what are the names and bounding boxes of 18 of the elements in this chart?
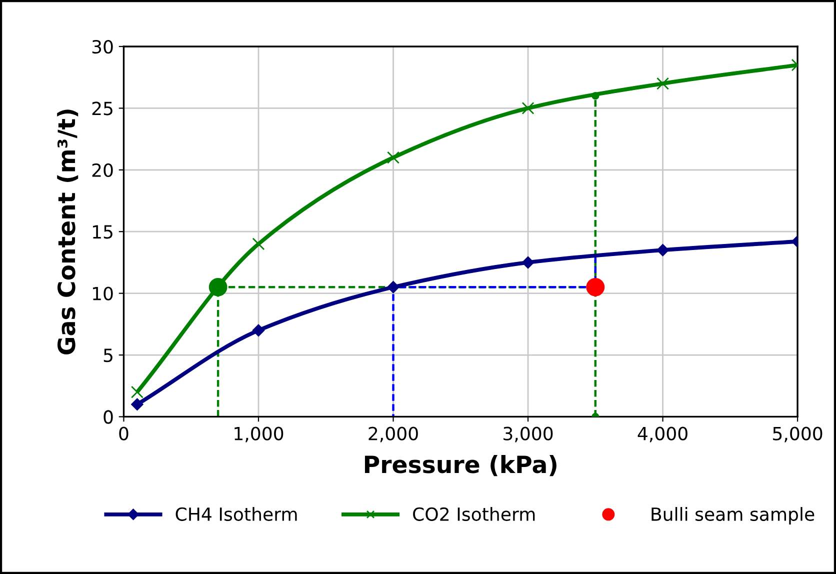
y-tick-label: 30 — [92, 40, 113, 54]
legend-label: Bulli seam sample — [652, 507, 814, 524]
x-axis-title: Pressure (kPa) — [364, 455, 556, 476]
y-axis-title: Gas Content (m³/t) — [57, 110, 78, 354]
x-tick-label: 5,000 — [773, 426, 822, 442]
y-tick-label: 10 — [93, 286, 113, 300]
y-tick-label: 0 — [104, 410, 113, 424]
legend-label: CH4 Isotherm — [176, 507, 297, 521]
x-tick-label: 1,000 — [234, 426, 284, 442]
x-tick-label: 4,000 — [638, 426, 688, 442]
y-tick-label: 20 — [92, 163, 113, 178]
x-tick-label: 0 — [119, 426, 128, 440]
y-tick-label: 15 — [93, 225, 112, 239]
x-tick-label: 2,000 — [368, 426, 418, 442]
legend-label: CO2 Isotherm — [413, 507, 535, 521]
y-tick-label: 5 — [104, 348, 112, 362]
x-tick-label: 3,000 — [504, 426, 553, 442]
y-tick-label: 25 — [92, 102, 112, 116]
